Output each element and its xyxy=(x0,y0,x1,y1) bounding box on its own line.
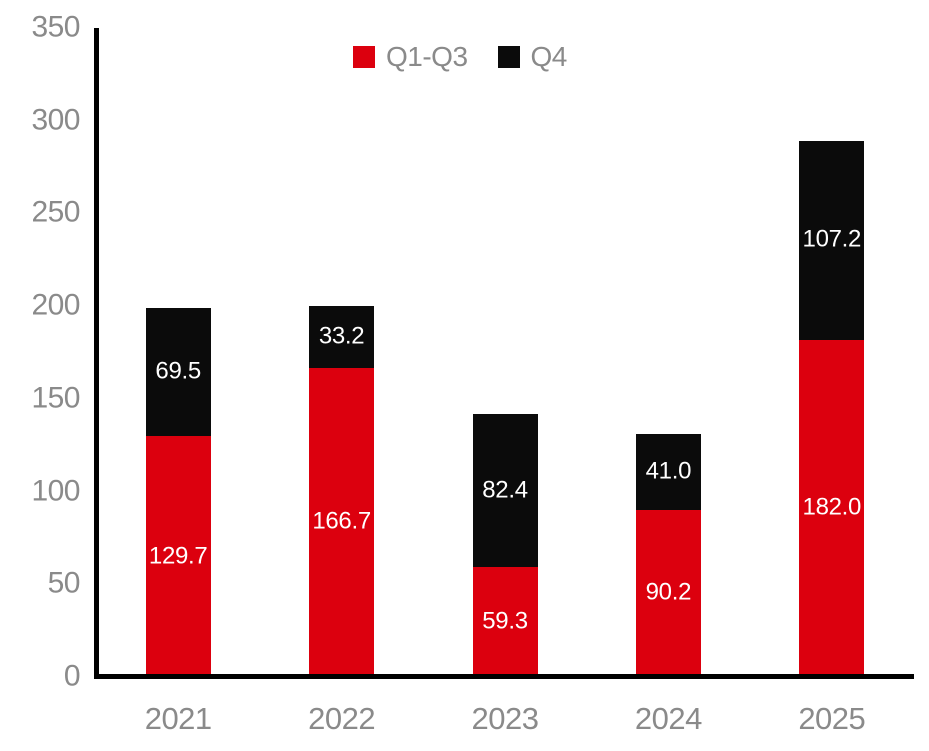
value-label: 129.7 xyxy=(148,542,208,570)
x-axis-category-label: 2025 xyxy=(798,701,866,736)
legend-swatch-icon xyxy=(497,46,520,68)
bar-segment-q4-2024 xyxy=(635,433,701,510)
bar-segment-q4-2021 xyxy=(145,307,211,437)
y-axis-line xyxy=(94,28,99,679)
value-label: 166.7 xyxy=(312,507,371,535)
bar-segment-q1q3-2025 xyxy=(799,339,865,677)
legend-swatch-icon xyxy=(353,46,375,68)
value-label: 182.0 xyxy=(802,493,862,521)
bar-segment-q1q3-2021 xyxy=(145,436,211,677)
value-label: 90.2 xyxy=(645,578,692,606)
y-axis-tick-label: 350 xyxy=(31,10,80,44)
bar-segment-q4-2023 xyxy=(472,414,538,568)
value-label: 59.3 xyxy=(482,607,528,635)
y-axis-tick-label: 50 xyxy=(47,566,81,600)
x-axis-line xyxy=(94,674,914,679)
y-axis-tick-label: 0 xyxy=(63,659,81,693)
bar-segment-q4-2022 xyxy=(309,306,375,368)
y-axis-tick-label: 150 xyxy=(31,381,80,415)
y-axis-tick-label: 300 xyxy=(31,103,80,137)
value-label: 82.4 xyxy=(482,476,528,504)
legend: Q1-Q3 Q4 xyxy=(353,41,567,73)
value-label: 69.5 xyxy=(155,357,201,385)
y-axis-tick-label: 200 xyxy=(31,288,80,322)
x-axis-category-label: 2023 xyxy=(471,701,539,736)
bar-segment-q1q3-2024 xyxy=(635,509,701,677)
value-label: 107.2 xyxy=(802,225,862,253)
legend-item-q4: Q4 xyxy=(497,41,568,73)
x-axis-category-label: 2022 xyxy=(308,701,376,736)
legend-item-q1q3: Q1-Q3 xyxy=(353,41,468,73)
bar-segment-q1q3-2023 xyxy=(472,567,538,677)
bar-segment-q4-2025 xyxy=(799,140,865,340)
value-label: 33.2 xyxy=(318,322,365,350)
value-label: 41.0 xyxy=(645,457,692,485)
legend-label: Q4 xyxy=(530,41,568,72)
legend-label: Q1-Q3 xyxy=(386,41,468,72)
x-axis-category-label: 2024 xyxy=(634,701,702,736)
x-axis-category-label: 2021 xyxy=(144,701,212,736)
y-axis-tick-label: 250 xyxy=(31,195,80,229)
bar-segment-q1q3-2022 xyxy=(309,367,375,677)
y-axis-tick-label: 100 xyxy=(31,473,80,507)
